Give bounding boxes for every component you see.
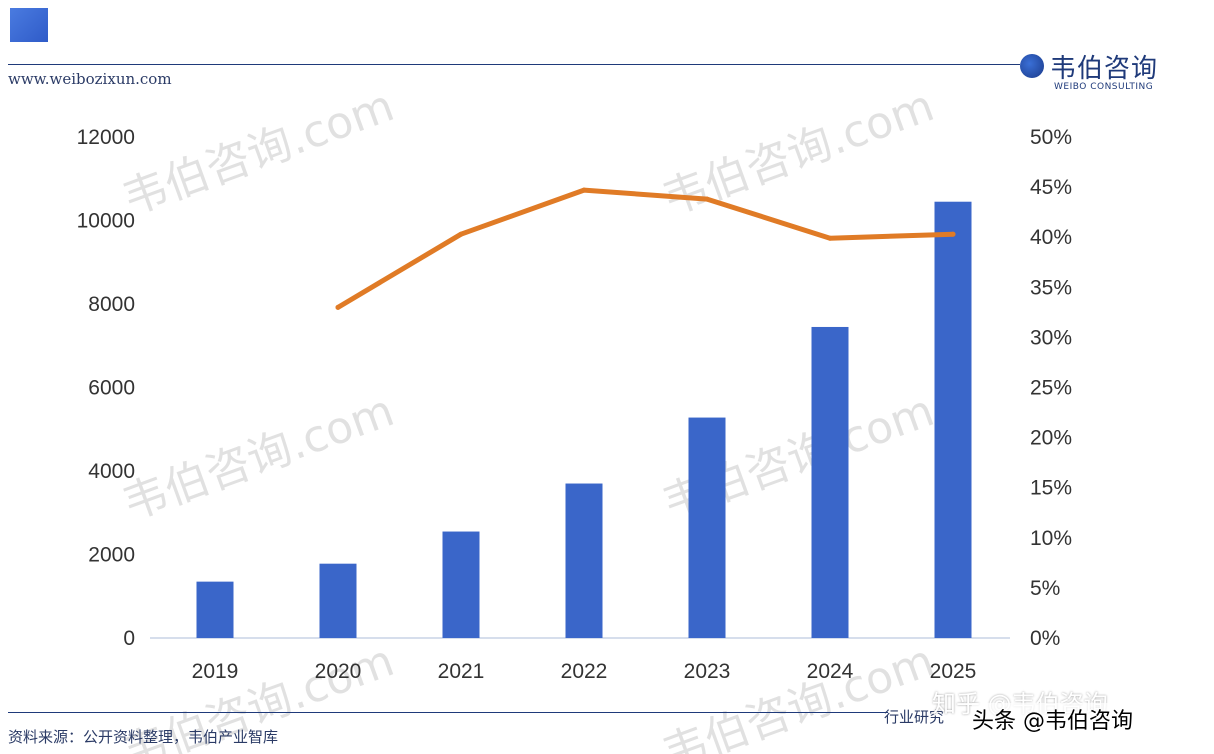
y-right-tick-label: 20% [1030, 427, 1072, 450]
y-right-tick-label: 5% [1030, 577, 1060, 600]
y-right-tick-label: 40% [1030, 226, 1072, 249]
y-left-tick-label: 12000 [77, 126, 135, 149]
x-tick-label: 2021 [438, 660, 485, 683]
toutiao-watermark: 头条 @韦伯咨询 [972, 703, 1133, 735]
bar [196, 581, 234, 638]
logo-mark-icon [1020, 54, 1044, 78]
y-left-tick-label: 6000 [88, 377, 135, 400]
y-left-tick-label: 10000 [77, 210, 135, 233]
logo-english: WEIBO CONSULTING [1054, 82, 1154, 92]
bar [319, 563, 357, 638]
y-left-tick-label: 2000 [88, 544, 135, 567]
site-url: www.weibozixun.com [8, 70, 172, 88]
bar [811, 326, 849, 638]
brand-logo: 韦伯咨询 WEIBO CONSULTING [1020, 48, 1210, 98]
y-right-tick-label: 15% [1030, 477, 1072, 500]
y-left-tick-label: 8000 [88, 293, 135, 316]
y-right-tick-label: 30% [1030, 326, 1072, 349]
bar [934, 201, 972, 638]
x-tick-label: 2024 [807, 660, 854, 683]
y-right-tick-label: 25% [1030, 377, 1072, 400]
legend-swatch [10, 8, 48, 42]
line-point [704, 196, 710, 202]
y-left-tick-label: 0 [123, 627, 135, 650]
y-left-tick-label: 4000 [88, 460, 135, 483]
x-tick-label: 2020 [315, 660, 362, 683]
header-rule [8, 64, 1020, 65]
x-tick-label: 2025 [930, 660, 977, 683]
source-note: 资料来源：公开资料整理，韦伯产业智库 [8, 728, 279, 746]
footer-rule [8, 712, 888, 713]
line-point [827, 235, 833, 241]
x-tick-label: 2019 [192, 660, 239, 683]
bar [442, 531, 480, 638]
y-right-tick-label: 45% [1030, 176, 1072, 199]
watermark-text: 韦伯咨询.com [116, 80, 400, 225]
y-right-tick-label: 35% [1030, 276, 1072, 299]
line-point [950, 231, 956, 237]
line-point [458, 231, 464, 237]
line-point [335, 304, 341, 310]
x-tick-label: 2023 [684, 660, 731, 683]
series-line [335, 187, 956, 310]
watermark-text: 韦伯咨询.com [656, 635, 940, 754]
y-right-tick-label: 0% [1030, 627, 1060, 650]
y-right-tick-label: 50% [1030, 126, 1072, 149]
bar [565, 483, 603, 638]
line-point [581, 187, 587, 193]
footer-right-text: 行业研究 [884, 708, 945, 726]
watermark-text: 韦伯咨询.com [116, 385, 400, 530]
logo-name: 韦伯咨询 [1050, 54, 1159, 84]
x-tick-label: 2022 [561, 660, 608, 683]
y-right-tick-label: 10% [1030, 527, 1072, 550]
watermark-text: 韦伯咨询.com [656, 80, 940, 225]
bar [688, 417, 726, 638]
